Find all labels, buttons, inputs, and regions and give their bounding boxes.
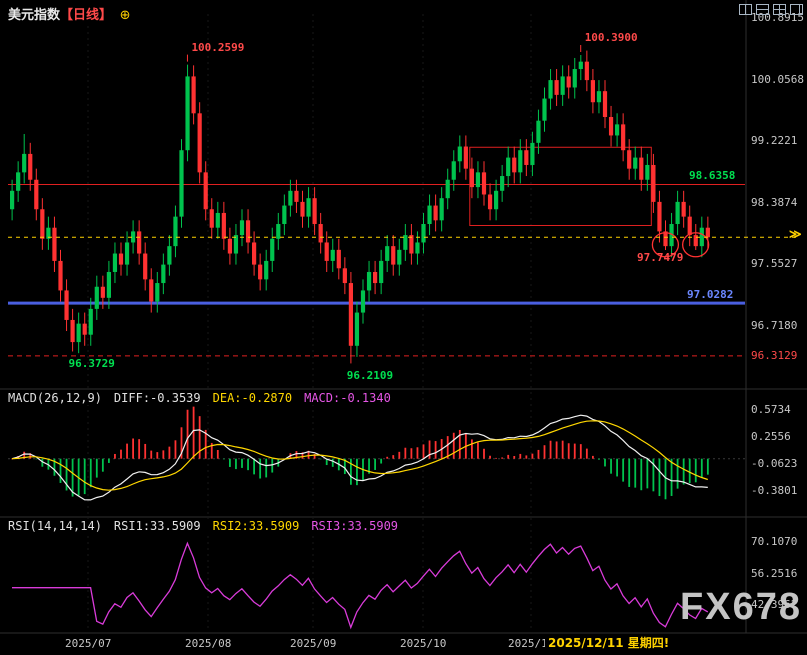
chart-title: 美元指数【日线】 ⊕ xyxy=(8,4,135,23)
layout-sidebar-icon[interactable] xyxy=(790,4,803,15)
symbol-name: 美元指数 xyxy=(8,8,61,23)
rsi2-value: RSI2:33.5909 xyxy=(212,519,300,533)
layout-grid-icon[interactable] xyxy=(773,4,786,15)
rsi-params[interactable]: RSI(14,14,14) xyxy=(8,519,102,533)
rsi3-value: RSI3:33.5909 xyxy=(311,519,399,533)
fx678-watermark: FX678 xyxy=(680,586,802,628)
rsi1-value: RSI1:33.5909 xyxy=(113,519,201,533)
add-indicator-button[interactable]: ⊕ xyxy=(119,8,131,23)
layout-single-icon[interactable] xyxy=(739,4,752,15)
macd-dea-value: DEA:-0.2870 xyxy=(212,391,293,405)
macd-diff-value: DIFF:-0.3539 xyxy=(113,391,201,405)
macd-value: MACD:-0.1340 xyxy=(304,391,391,405)
crosshair-date-label: 2025/12/11 星期四! xyxy=(545,634,673,651)
timeframe-label: 【日线】 xyxy=(60,8,113,23)
layout-toolbar xyxy=(739,4,803,15)
macd-header: MACD(26,12,9) DIFF:-0.3539 DEA:-0.2870 M… xyxy=(8,391,397,405)
rsi-header: RSI(14,14,14) RSI1:33.5909 RSI2:33.5909 … xyxy=(8,519,405,533)
layout-horizontal-icon[interactable] xyxy=(756,4,769,15)
macd-params[interactable]: MACD(26,12,9) xyxy=(8,391,102,405)
